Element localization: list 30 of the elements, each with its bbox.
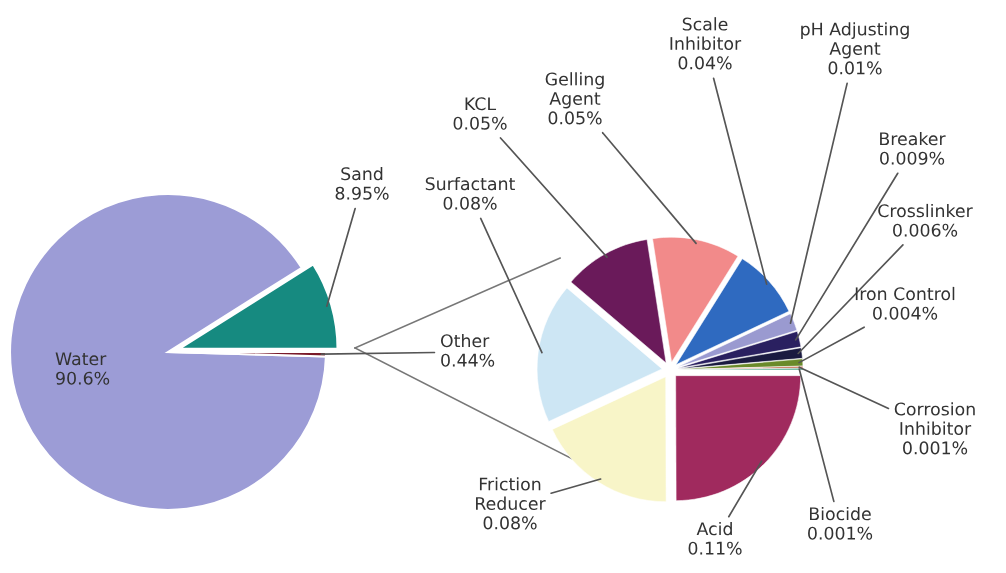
data-label: 0.009% [880,151,945,165]
data-label: 0.01% [828,61,882,75]
slice-label: Corrosion Inhibitor [894,402,975,436]
data-label: 0.44% [441,353,495,367]
data-label: 0.08% [483,516,537,530]
slice-label: Water [55,352,107,366]
data-label: 0.006% [893,223,958,237]
slice-label: Biocide [809,506,871,521]
slice-label: Surfactant [425,176,515,191]
slice-label: Other [440,333,490,348]
slice-label: Scale Inhibitor [670,17,742,51]
slice-label: Friction Reducer [476,477,546,511]
data-label: 0.001% [808,526,873,540]
data-label: 90.6% [56,371,110,385]
slice-label: KCL [465,97,497,111]
slice-label: Acid [696,521,732,536]
data-label: 0.004% [873,306,938,320]
data-label: 8.95% [335,186,389,200]
data-label: 0.05% [453,116,507,130]
data-label: 0.11% [688,541,742,555]
data-label: 0.04% [678,56,732,70]
slice-label: Sand [341,166,383,181]
slice-label: pH Adjusting Agent [801,22,909,59]
slice-label: Gelling Agent [545,72,604,109]
data-label: 0.001% [903,441,968,455]
data-label: 0.08% [443,196,497,210]
slice-label: Breaker [880,131,946,146]
slice-label: Crosslinker [878,203,973,218]
data-label: 0.05% [548,111,602,125]
slice-label: Iron Control [855,286,955,301]
